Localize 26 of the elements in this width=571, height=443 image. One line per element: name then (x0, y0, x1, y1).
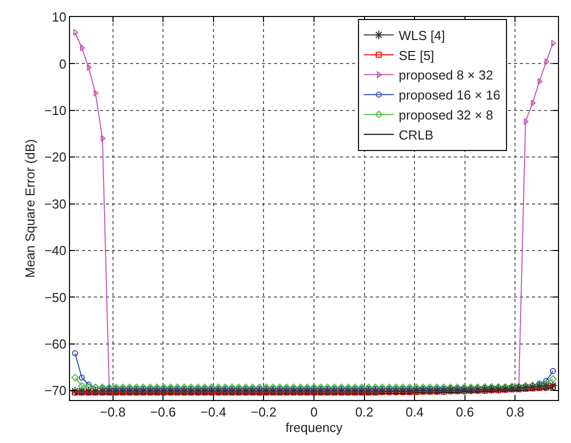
legend-label: WLS [4] (398, 28, 446, 43)
x-tick-label: 0.8 (506, 404, 524, 420)
x-tick-label: −0.8 (100, 404, 126, 420)
x-tick-label: 0.6 (456, 404, 474, 420)
x-tick-label: 0 (310, 404, 318, 420)
y-tick-label: −50 (44, 290, 66, 305)
legend-label: CRLB (398, 127, 434, 142)
y-tick-label: −70 (44, 383, 66, 398)
y-tick-label: −40 (44, 243, 66, 258)
legend-label: proposed 8 × 32 (398, 68, 494, 83)
y-tick-label: −30 (44, 196, 66, 212)
x-tick-label: −0.4 (200, 404, 226, 420)
y-tick-label: 10 (52, 10, 66, 25)
x-tick-label: −0.6 (150, 404, 176, 420)
legend-label: SE [5] (398, 48, 434, 63)
x-tick-label: 0.4 (406, 404, 424, 420)
x-tick-label: −0.2 (250, 404, 277, 420)
legend-label: proposed 16 × 16 (398, 88, 500, 103)
y-tick-label: −10 (44, 102, 66, 118)
x-axis-title: frequency (285, 420, 344, 436)
y-axis-title: Mean Square Error (dB) (22, 139, 38, 278)
legend-label: proposed 32 × 8 (398, 108, 494, 123)
y-tick-label: 0 (59, 56, 66, 72)
x-tick-label: 0.2 (355, 404, 374, 420)
y-tick-label: −20 (44, 150, 66, 165)
y-tick-label: −60 (44, 336, 66, 352)
